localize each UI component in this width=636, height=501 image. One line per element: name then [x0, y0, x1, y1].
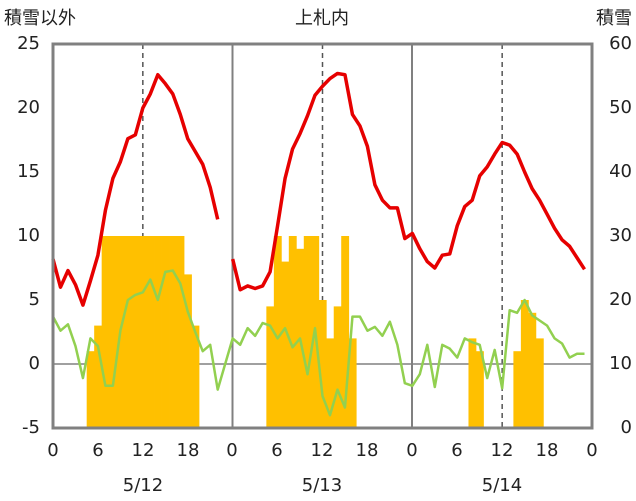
snow-bar	[94, 325, 103, 428]
x-tick-label: 0	[47, 440, 58, 461]
x-tick-label: 18	[177, 440, 200, 461]
snow-bar	[191, 325, 200, 428]
right-axis-label: 積雪	[596, 8, 632, 29]
right-tick-label: 30	[609, 225, 632, 246]
left-tick-label: 0	[29, 353, 40, 374]
snow-bar	[109, 236, 118, 428]
left-tick-label: 10	[17, 225, 40, 246]
snow-bar	[326, 338, 335, 428]
right-tick-label: 40	[609, 161, 632, 182]
x-tick-label: 12	[491, 440, 514, 461]
other-element-line	[51, 269, 585, 417]
snow-bar	[169, 236, 177, 428]
right-y-ticks: 0 10 20 30 40 50 60	[609, 33, 632, 438]
snow-bar	[139, 236, 147, 428]
left-tick-label: 20	[17, 97, 40, 118]
snow-bar	[281, 261, 290, 428]
day-label: 5/13	[302, 475, 342, 496]
snow-bar	[101, 236, 110, 428]
x-tick-label: 0	[406, 440, 417, 461]
x-tick-label: 6	[92, 440, 103, 461]
right-tick-label: 10	[609, 353, 632, 374]
temperature-line	[51, 72, 220, 307]
snow-bar	[318, 300, 327, 428]
left-axis-label: 積雪以外	[4, 8, 76, 29]
snow-bar	[86, 351, 95, 428]
day-labels: 5/12 5/13 5/14	[123, 475, 522, 496]
snow-bar	[146, 236, 155, 428]
plot-frame	[51, 42, 594, 430]
snow-bar	[131, 236, 140, 428]
snow-bar	[333, 306, 342, 428]
x-tick-label: 12	[132, 440, 155, 461]
x-tick-label: 0	[226, 440, 237, 461]
left-tick-label: 5	[29, 289, 40, 310]
snow-bar	[528, 312, 537, 428]
right-tick-label: 20	[609, 289, 632, 310]
left-y-ticks: -5 0 5 10 15 20 25	[17, 33, 40, 438]
temperature-lines	[51, 71, 586, 307]
x-tick-label: 12	[311, 440, 334, 461]
x-tick-label: 0	[586, 440, 597, 461]
right-tick-label: 50	[609, 97, 632, 118]
snow-bar	[273, 236, 282, 428]
snow-bar	[535, 338, 544, 428]
snow-bar	[124, 236, 133, 428]
day-label: 5/12	[123, 475, 163, 496]
x-tick-label: 18	[536, 440, 559, 461]
snow-bar	[154, 236, 162, 428]
snow-bar	[475, 351, 484, 428]
snow-bar	[288, 236, 297, 428]
snow-bar	[468, 338, 477, 428]
temperature-line	[230, 71, 586, 292]
right-tick-label: 0	[621, 417, 632, 438]
snow-bar	[266, 306, 275, 428]
x-ticks: 0 6 12 18 0 6 12 18 0 6 12 18 0	[47, 440, 597, 461]
snow-bar	[520, 300, 529, 428]
snow-bar	[341, 236, 350, 428]
snow-bar	[303, 236, 312, 428]
snow-bar	[176, 236, 185, 428]
x-tick-label: 6	[271, 440, 282, 461]
left-tick-label: 15	[17, 161, 40, 182]
day-label: 5/14	[482, 475, 522, 496]
snow-bar	[161, 236, 170, 428]
x-tick-label: 18	[356, 440, 379, 461]
left-tick-label: -5	[22, 417, 40, 438]
chart-title: 上札内	[295, 8, 349, 29]
snow-bar	[348, 338, 357, 428]
snow-bar	[184, 274, 192, 428]
snow-bar	[513, 351, 522, 428]
x-tick-label: 6	[451, 440, 462, 461]
right-tick-label: 60	[609, 33, 632, 54]
left-tick-label: 25	[17, 33, 40, 54]
